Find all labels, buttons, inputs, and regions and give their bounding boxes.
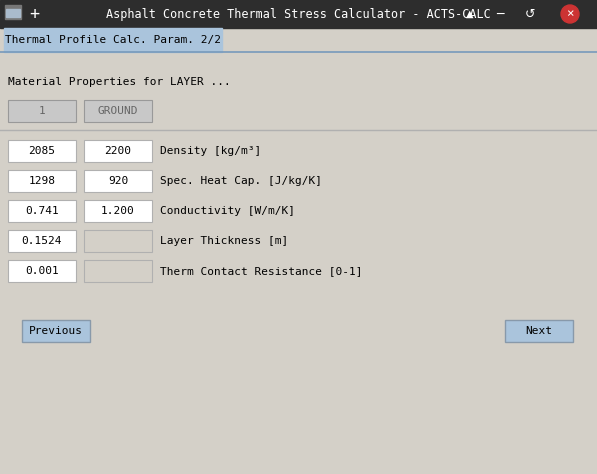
- FancyBboxPatch shape: [22, 320, 90, 342]
- Text: Therm Contact Resistance [0-1]: Therm Contact Resistance [0-1]: [160, 266, 362, 276]
- Text: GROUND: GROUND: [98, 106, 139, 116]
- Text: 1: 1: [39, 106, 45, 116]
- Text: 2200: 2200: [104, 146, 131, 156]
- Text: Density [kg/m³]: Density [kg/m³]: [160, 146, 261, 156]
- FancyBboxPatch shape: [84, 100, 152, 122]
- Text: +: +: [29, 5, 39, 23]
- FancyBboxPatch shape: [8, 100, 76, 122]
- FancyBboxPatch shape: [8, 230, 76, 252]
- Text: ×: ×: [566, 8, 574, 20]
- Text: 0.741: 0.741: [25, 206, 59, 216]
- Text: ↺: ↺: [525, 8, 536, 20]
- FancyBboxPatch shape: [8, 140, 76, 162]
- FancyBboxPatch shape: [84, 260, 152, 282]
- Text: ▲: ▲: [466, 9, 474, 19]
- Text: ─: ─: [496, 8, 504, 20]
- Bar: [5, 5, 21, 19]
- Text: 1.200: 1.200: [101, 206, 135, 216]
- FancyBboxPatch shape: [84, 200, 152, 222]
- FancyBboxPatch shape: [84, 140, 152, 162]
- Text: 2085: 2085: [29, 146, 56, 156]
- Text: Material Properties for LAYER ...: Material Properties for LAYER ...: [8, 77, 231, 87]
- Text: Spec. Heat Cap. [J/kg/K]: Spec. Heat Cap. [J/kg/K]: [160, 176, 322, 186]
- FancyBboxPatch shape: [8, 260, 76, 282]
- Circle shape: [561, 5, 579, 23]
- Text: 920: 920: [108, 176, 128, 186]
- FancyBboxPatch shape: [84, 230, 152, 252]
- Text: Layer Thickness [m]: Layer Thickness [m]: [160, 236, 288, 246]
- Bar: [6, 9, 20, 17]
- Text: 1298: 1298: [29, 176, 56, 186]
- Text: Asphalt Concrete Thermal Stress Calculator - ACTS-CALC: Asphalt Concrete Thermal Stress Calculat…: [106, 8, 491, 20]
- Text: Thermal Profile Calc. Param. 2/2: Thermal Profile Calc. Param. 2/2: [5, 35, 221, 45]
- Bar: [0, 0, 597, 28]
- Text: 0.001: 0.001: [25, 266, 59, 276]
- Bar: [4, 28, 222, 52]
- Text: Conductivity [W/m/K]: Conductivity [W/m/K]: [160, 206, 295, 216]
- Text: Next: Next: [525, 326, 552, 336]
- Text: Previous: Previous: [29, 326, 83, 336]
- Text: 0.1524: 0.1524: [21, 236, 62, 246]
- FancyBboxPatch shape: [8, 170, 76, 192]
- FancyBboxPatch shape: [8, 200, 76, 222]
- FancyBboxPatch shape: [505, 320, 573, 342]
- FancyBboxPatch shape: [84, 170, 152, 192]
